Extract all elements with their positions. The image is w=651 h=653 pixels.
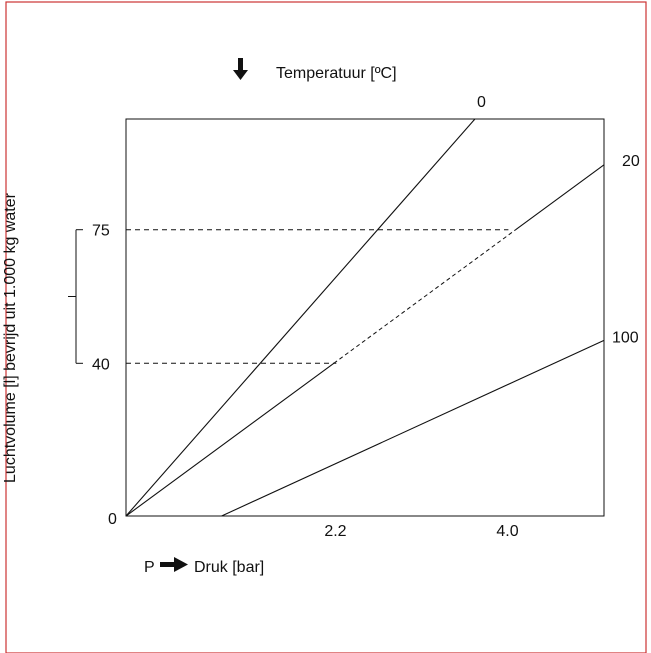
- chart-marks: 0 20 100 0 40 75 2.2 4.0: [92, 94, 640, 540]
- y-tick-label-40: 40: [92, 356, 110, 373]
- series-line-20-b: [515, 164, 605, 231]
- x-axis-prefix: P: [144, 559, 155, 576]
- x-axis-label: Druk [bar]: [194, 559, 264, 576]
- y-tick-label-75: 75: [92, 223, 110, 240]
- series-label-0: 0: [477, 94, 486, 111]
- y-tick-label-0: 0: [108, 511, 117, 528]
- y-bracket: [68, 229, 83, 364]
- x-tick-label-2.2: 2.2: [324, 523, 346, 540]
- series-label-100: 100: [612, 329, 639, 346]
- series-line-20-a: [125, 362, 335, 517]
- card-border: [5, 1, 647, 653]
- top-label: Temperatuur [ºC]: [276, 65, 397, 82]
- plot-area: [125, 118, 605, 517]
- down-arrow-icon: [233, 58, 248, 80]
- series-line-0: [125, 118, 476, 517]
- x-tick-label-4.0: 4.0: [496, 523, 518, 540]
- series-line-100: [221, 339, 605, 517]
- series-line-20-dashed: [333, 229, 516, 364]
- series-label-20: 20: [622, 153, 640, 170]
- right-arrow-icon: [160, 557, 188, 572]
- y-axis-label: Luchtvolume [l] bevrijd uit 1.000 kg wat…: [2, 192, 19, 483]
